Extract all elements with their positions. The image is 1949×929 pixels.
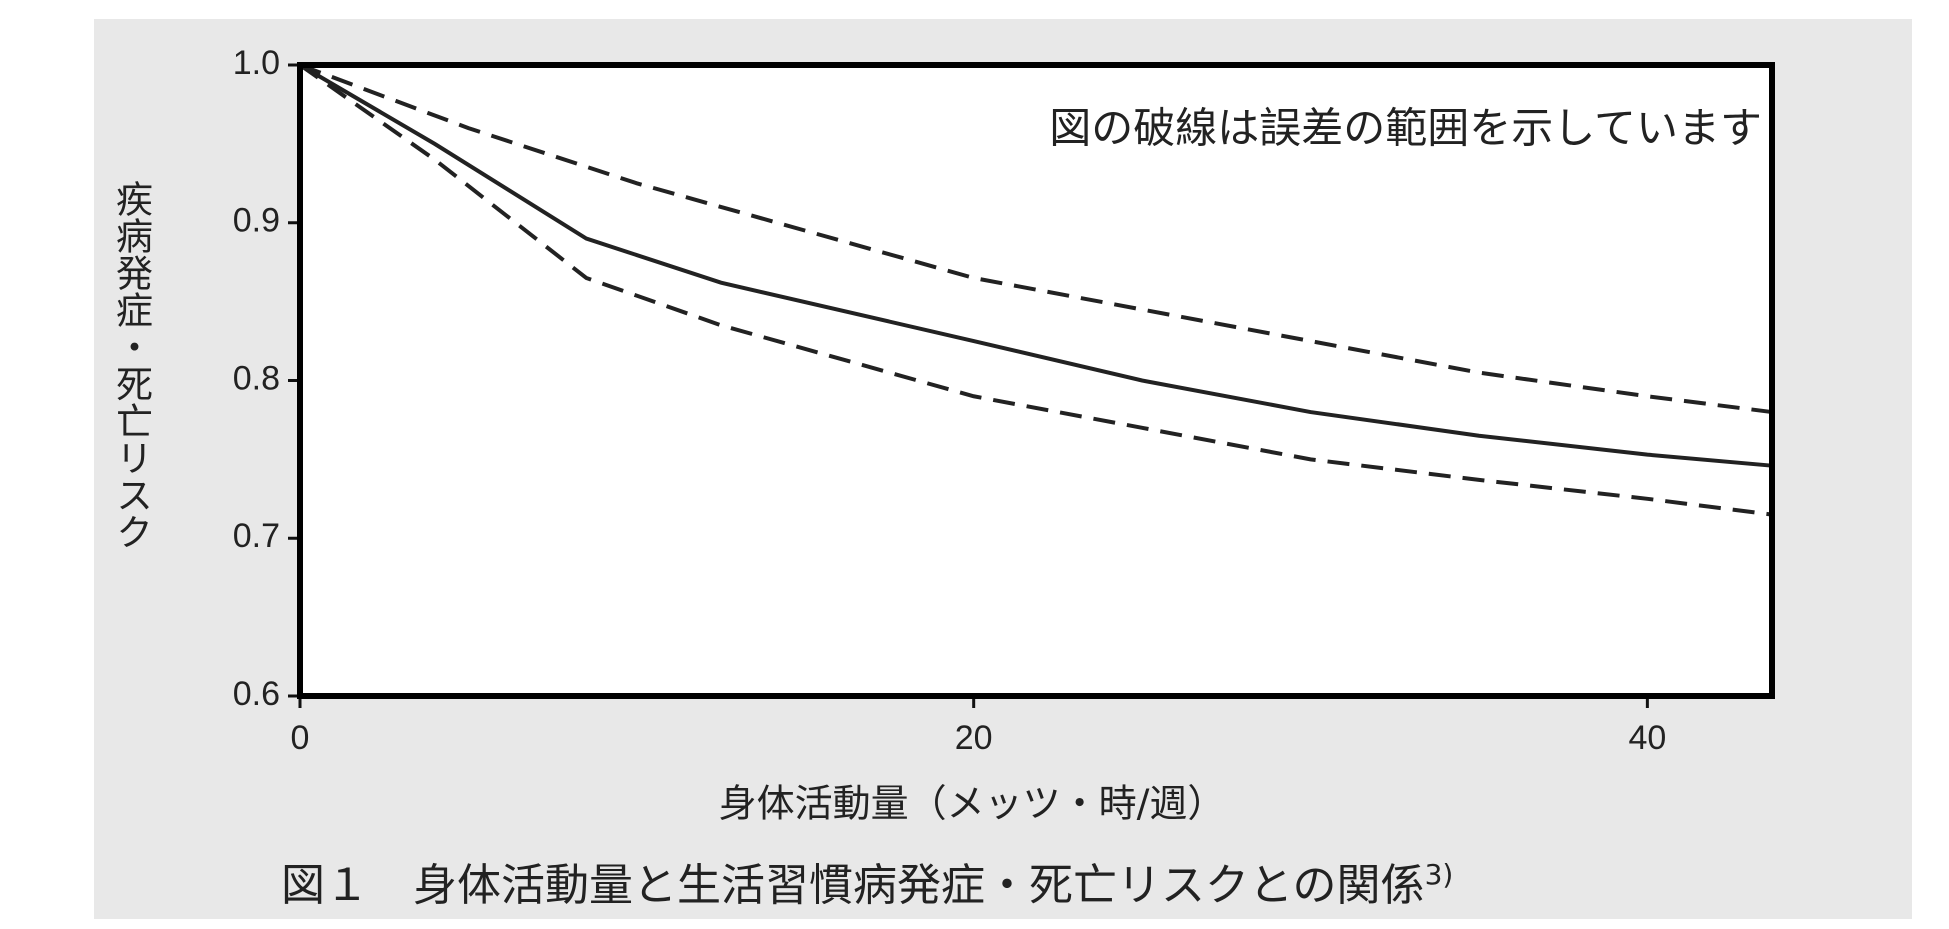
caption: 図１ 身体活動量と生活習慣病発症・死亡リスクとの関係3) — [281, 858, 1453, 911]
x-tick-label: 0 — [291, 719, 310, 757]
caption-ref: 3) — [1425, 858, 1454, 891]
series-line — [299, 63, 1773, 415]
y-tick-label: 0.6 — [233, 675, 280, 713]
x-axis-label: 身体活動量（メッツ・時/週） — [719, 782, 1226, 826]
y-axis-label: 疾病発症・死亡リスク — [110, 180, 153, 550]
x-tick-label: 20 — [955, 719, 993, 757]
plot-frame — [297, 62, 1775, 699]
y-tick-label: 0.8 — [233, 359, 280, 397]
y-tick-label: 0.7 — [233, 517, 280, 555]
plot-area — [300, 65, 1772, 696]
series-line — [298, 63, 1773, 468]
caption-text: 図１ 身体活動量と生活習慣病発症・死亡リスクとの関係 — [281, 860, 1425, 911]
y-tick-label: 0.9 — [233, 202, 280, 240]
x-tick-label: 40 — [1628, 719, 1666, 757]
annotation: 図の破線は誤差の範囲を示しています — [1049, 104, 1762, 153]
y-tick-label: 1.0 — [233, 44, 280, 82]
